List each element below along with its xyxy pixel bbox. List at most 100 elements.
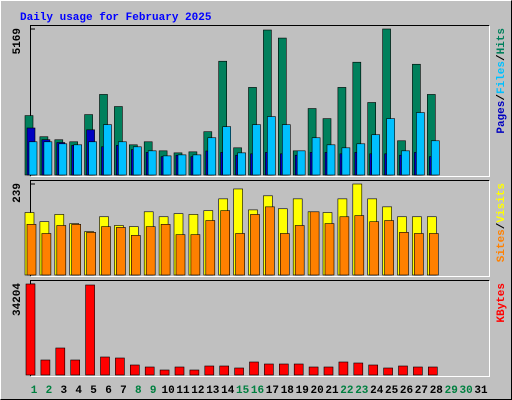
legend-entry: Visits bbox=[496, 183, 508, 223]
bar bbox=[339, 216, 350, 276]
x-tick-label: 10 bbox=[161, 385, 174, 397]
bar bbox=[414, 233, 424, 276]
bar bbox=[308, 366, 319, 376]
x-tick-label: 31 bbox=[474, 385, 488, 397]
x-tick-label: 8 bbox=[135, 385, 142, 397]
bar bbox=[162, 155, 172, 176]
bar bbox=[207, 137, 217, 176]
bar bbox=[267, 116, 276, 176]
legend: Pages/Files/Hits bbox=[496, 28, 508, 134]
legend-separator: / bbox=[496, 94, 508, 101]
bar bbox=[430, 140, 440, 176]
x-tick-label: 29 bbox=[445, 385, 458, 397]
bar bbox=[40, 359, 51, 376]
bar bbox=[234, 367, 244, 376]
x-tick-label: 30 bbox=[459, 385, 472, 397]
chart-title: Daily usage for February 2025 bbox=[20, 12, 212, 24]
x-tick-label: 13 bbox=[206, 385, 220, 397]
bar bbox=[323, 366, 334, 376]
bar bbox=[73, 144, 82, 176]
x-tick-label: 14 bbox=[221, 385, 235, 397]
bar bbox=[237, 152, 246, 176]
panel-bevel-light bbox=[30, 180, 490, 277]
legend: KBytes bbox=[496, 283, 508, 323]
bar bbox=[235, 233, 245, 276]
bar bbox=[160, 224, 171, 276]
x-tick-label: 24 bbox=[370, 385, 384, 397]
bar bbox=[250, 214, 260, 276]
bar bbox=[296, 150, 306, 176]
bar bbox=[264, 363, 274, 376]
bar bbox=[353, 362, 364, 376]
bar bbox=[159, 369, 170, 376]
bar bbox=[177, 154, 187, 176]
x-tick-label: 11 bbox=[176, 385, 190, 397]
panel-bevel-light bbox=[30, 25, 490, 177]
bar bbox=[41, 233, 52, 276]
legend-entry: Files bbox=[496, 61, 508, 94]
bar bbox=[401, 150, 410, 176]
bar bbox=[383, 367, 393, 376]
bar bbox=[279, 233, 290, 276]
x-tick-label: 23 bbox=[355, 385, 369, 397]
bar bbox=[131, 235, 141, 276]
bar bbox=[71, 224, 81, 276]
x-tick-label: 2 bbox=[46, 385, 53, 397]
bar bbox=[222, 126, 231, 176]
legend-entry: Pages bbox=[496, 101, 508, 134]
bar bbox=[26, 224, 37, 276]
bar bbox=[118, 141, 127, 176]
bar bbox=[101, 226, 111, 276]
bar bbox=[190, 234, 201, 276]
y-tick-label: 5169 bbox=[12, 28, 24, 54]
legend-entry: Hits bbox=[496, 28, 508, 54]
bar bbox=[309, 211, 320, 276]
x-tick-label: 7 bbox=[120, 385, 127, 397]
bar bbox=[294, 225, 305, 276]
bar bbox=[175, 234, 186, 276]
x-tick-label: 20 bbox=[310, 385, 323, 397]
bar bbox=[116, 227, 126, 276]
bar bbox=[86, 232, 96, 276]
x-tick-label: 16 bbox=[251, 385, 264, 397]
bar bbox=[338, 361, 349, 376]
panel-bevel-light bbox=[30, 280, 490, 377]
x-tick-label: 5 bbox=[90, 385, 97, 397]
y-tick-label: 34204 bbox=[12, 283, 24, 316]
x-tick-label: 3 bbox=[60, 385, 67, 397]
bar bbox=[133, 146, 142, 176]
x-tick-label: 27 bbox=[415, 385, 428, 397]
y-tick-label: 239 bbox=[12, 183, 24, 203]
x-tick-label: 28 bbox=[430, 385, 444, 397]
bar bbox=[278, 363, 289, 376]
x-tick-label: 4 bbox=[75, 385, 82, 397]
x-tick-label: 19 bbox=[296, 385, 309, 397]
bar bbox=[103, 124, 112, 176]
bar bbox=[147, 150, 157, 176]
bar bbox=[281, 124, 291, 176]
bar bbox=[293, 363, 304, 376]
bar bbox=[398, 365, 408, 376]
bar bbox=[252, 124, 261, 176]
bar bbox=[219, 365, 229, 376]
bar bbox=[399, 232, 409, 276]
bar bbox=[324, 223, 335, 276]
bar bbox=[356, 143, 366, 176]
legend-entry: KBytes bbox=[496, 283, 508, 323]
bar bbox=[416, 112, 425, 176]
x-tick-label: 22 bbox=[340, 385, 353, 397]
x-tick-label: 21 bbox=[325, 385, 339, 397]
legend-separator: / bbox=[496, 222, 508, 229]
bar bbox=[368, 364, 379, 376]
bar bbox=[100, 356, 110, 376]
bar bbox=[58, 143, 68, 176]
x-tick-label: 18 bbox=[281, 385, 295, 397]
bar bbox=[55, 347, 66, 376]
bar bbox=[384, 220, 394, 276]
bar bbox=[56, 225, 67, 276]
x-tick-label: 9 bbox=[150, 385, 157, 397]
bar bbox=[189, 369, 200, 376]
bar bbox=[43, 141, 53, 176]
bar bbox=[115, 357, 125, 376]
